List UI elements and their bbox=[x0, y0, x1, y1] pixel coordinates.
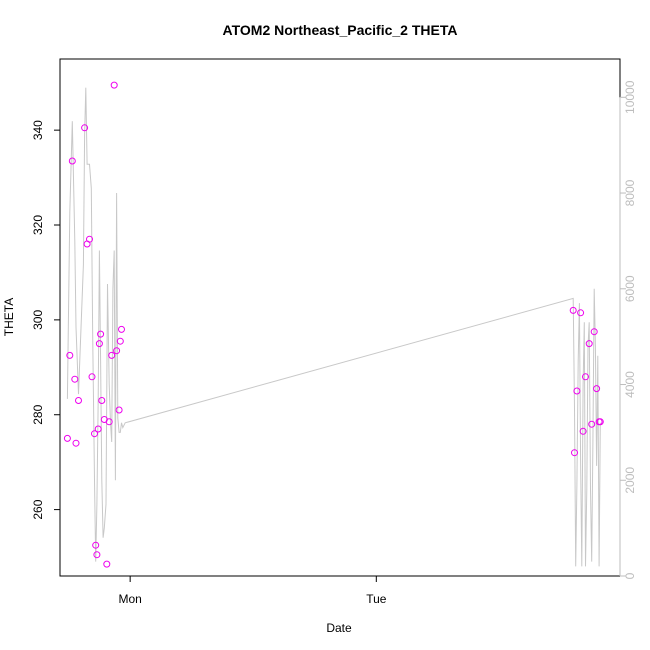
data-point bbox=[66, 351, 74, 359]
data-point bbox=[98, 397, 106, 404]
left-y-axis: 260 280 300 320 340 bbox=[31, 120, 61, 520]
right-tick-label: 8000 bbox=[623, 179, 637, 206]
x-tick-label: Tue bbox=[366, 592, 387, 606]
right-tick-label: 6000 bbox=[623, 275, 637, 302]
data-point bbox=[86, 235, 93, 243]
left-tick-label: 320 bbox=[31, 215, 45, 235]
data-point bbox=[71, 375, 79, 383]
data-point bbox=[63, 434, 71, 442]
data-point bbox=[97, 330, 105, 338]
left-tick-label: 300 bbox=[31, 310, 45, 330]
data-point bbox=[81, 124, 89, 132]
data-point bbox=[596, 418, 604, 426]
y-axis-label: THETA bbox=[2, 298, 16, 336]
data-point bbox=[108, 351, 116, 359]
right-tick-label: 2000 bbox=[623, 467, 637, 494]
data-point bbox=[590, 328, 598, 336]
x-tick-label: Mon bbox=[118, 592, 141, 606]
data-point bbox=[585, 340, 593, 348]
data-point bbox=[569, 306, 577, 314]
right-tick-label: 0 bbox=[623, 572, 637, 579]
right-tick-label: 10000 bbox=[623, 80, 637, 114]
data-point bbox=[88, 373, 96, 381]
data-point bbox=[118, 325, 125, 333]
data-point bbox=[588, 420, 596, 428]
data-point bbox=[582, 373, 589, 381]
data-point bbox=[103, 560, 111, 568]
left-tick-label: 260 bbox=[31, 499, 45, 519]
data-point bbox=[105, 418, 113, 426]
data-point bbox=[110, 81, 118, 89]
data-point bbox=[92, 541, 100, 549]
data-point bbox=[95, 340, 103, 348]
data-point bbox=[94, 425, 102, 433]
theta-point-series bbox=[63, 81, 604, 568]
right-y-axis: 0 2000 4000 6000 8000 10000 bbox=[619, 80, 637, 579]
data-point bbox=[115, 406, 123, 414]
x-axis-label: Date bbox=[326, 621, 352, 635]
left-tick-label: 280 bbox=[31, 404, 45, 424]
data-point bbox=[113, 347, 121, 355]
data-point bbox=[75, 397, 82, 404]
data-point bbox=[68, 157, 76, 165]
data-point bbox=[577, 309, 585, 317]
x-axis: Mon Tue bbox=[118, 575, 387, 606]
data-point bbox=[116, 337, 124, 345]
data-point bbox=[579, 427, 587, 435]
left-tick-label: 340 bbox=[31, 120, 45, 140]
data-point bbox=[91, 430, 98, 438]
data-point bbox=[72, 439, 80, 447]
right-tick-label: 4000 bbox=[623, 371, 637, 398]
data-point bbox=[571, 449, 578, 457]
chart-title: ATOM2 Northeast_Pacific_2 THETA bbox=[223, 22, 458, 38]
data-point bbox=[573, 387, 581, 395]
data-point bbox=[593, 385, 601, 393]
data-point bbox=[93, 551, 101, 559]
